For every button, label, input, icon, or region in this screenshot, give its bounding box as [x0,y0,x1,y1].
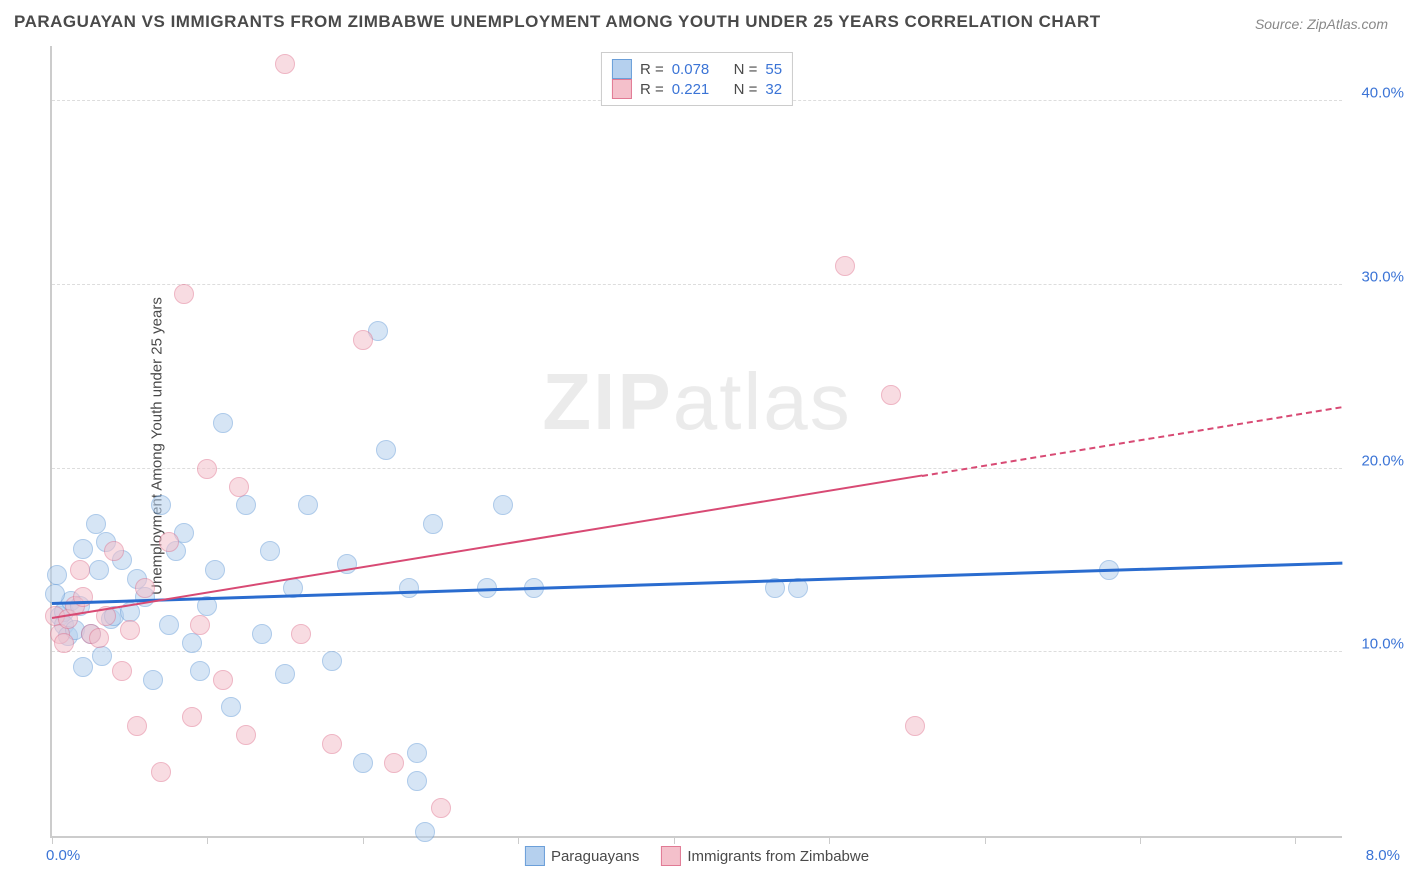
data-point [384,753,404,773]
legend-row-series-2: R = 0.221 N = 32 [612,79,782,99]
y-tick-label: 10.0% [1361,636,1404,653]
data-point [229,477,249,497]
x-tick [1295,836,1296,844]
x-tick [518,836,519,844]
trend-line [922,406,1342,477]
data-point [353,330,373,350]
x-tick-label: 8.0% [1366,847,1400,864]
legend-item-1: Paraguayans [525,846,639,866]
data-point [260,541,280,561]
data-point [835,256,855,276]
data-point [86,514,106,534]
data-point [190,615,210,635]
legend-label-1: Paraguayans [551,848,639,865]
data-point [73,539,93,559]
trend-line [52,562,1342,605]
data-point [47,565,67,585]
swatch-series-1 [612,59,632,79]
scatter-plot-area: ZIPatlas R = 0.078 N = 55 R = 0.221 N = … [50,46,1342,838]
data-point [120,620,140,640]
data-point [54,633,74,653]
data-point [236,495,256,515]
n-value-2: 32 [765,81,782,98]
data-point [89,560,109,580]
data-point [275,664,295,684]
data-point [45,584,65,604]
swatch-bottom-1 [525,846,545,866]
y-tick-label: 40.0% [1361,85,1404,102]
data-point [151,762,171,782]
data-point [151,495,171,515]
data-point [423,514,443,534]
data-point [493,495,513,515]
data-point [407,743,427,763]
x-tick [674,836,675,844]
data-point [127,716,147,736]
data-point [70,560,90,580]
swatch-series-2 [612,79,632,99]
data-point [89,628,109,648]
data-point [322,651,342,671]
gridline [52,468,1342,469]
data-point [252,624,272,644]
data-point [236,725,256,745]
data-point [399,578,419,598]
correlation-legend: R = 0.078 N = 55 R = 0.221 N = 32 [601,52,793,106]
data-point [275,54,295,74]
data-point [298,495,318,515]
data-point [291,624,311,644]
x-tick [363,836,364,844]
legend-row-series-1: R = 0.078 N = 55 [612,59,782,79]
data-point [159,532,179,552]
data-point [376,440,396,460]
data-point [104,541,124,561]
data-point [197,459,217,479]
data-point [221,697,241,717]
data-point [182,633,202,653]
data-point [353,753,373,773]
x-tick [829,836,830,844]
data-point [73,587,93,607]
watermark: ZIPatlas [542,356,851,448]
legend-label-2: Immigrants from Zimbabwe [687,848,869,865]
chart-title: PARAGUAYAN VS IMMIGRANTS FROM ZIMBABWE U… [14,12,1101,32]
data-point [73,657,93,677]
x-tick [207,836,208,844]
data-point [322,734,342,754]
x-tick-label: 0.0% [46,847,80,864]
data-point [407,771,427,791]
y-tick-label: 20.0% [1361,452,1404,469]
r-value-2: 0.221 [672,81,710,98]
r-value-1: 0.078 [672,61,710,78]
swatch-bottom-2 [661,846,681,866]
data-point [182,707,202,727]
data-point [213,670,233,690]
data-point [415,822,435,842]
legend-item-2: Immigrants from Zimbabwe [661,846,869,866]
source-attribution: Source: ZipAtlas.com [1255,16,1388,32]
data-point [190,661,210,681]
series-legend: Paraguayans Immigrants from Zimbabwe [525,846,869,866]
x-tick [1140,836,1141,844]
data-point [881,385,901,405]
gridline [52,651,1342,652]
gridline [52,284,1342,285]
y-tick-label: 30.0% [1361,268,1404,285]
x-tick [52,836,53,844]
data-point [143,670,163,690]
x-tick [985,836,986,844]
data-point [112,661,132,681]
data-point [431,798,451,818]
data-point [213,413,233,433]
data-point [135,578,155,598]
n-value-1: 55 [765,61,782,78]
data-point [205,560,225,580]
data-point [159,615,179,635]
data-point [905,716,925,736]
data-point [92,646,112,666]
data-point [174,284,194,304]
